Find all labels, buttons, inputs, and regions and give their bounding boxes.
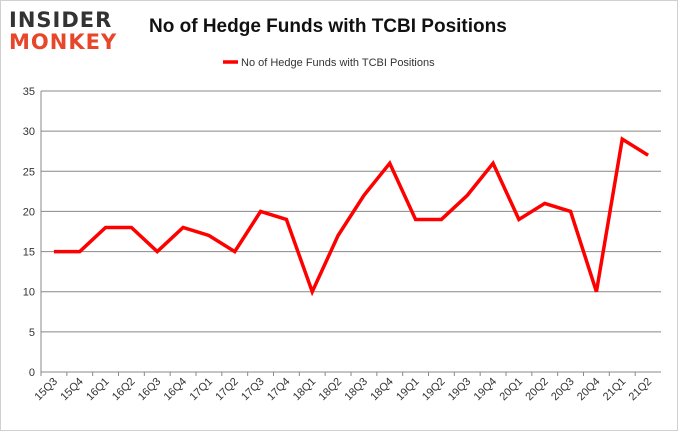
x-tick-label: 21Q1 [601, 376, 629, 404]
x-tick-label: 16Q1 [84, 376, 112, 404]
x-tick-label: 17Q4 [265, 376, 293, 404]
x-tick-label: 15Q4 [58, 376, 86, 404]
logo-line2: MONKEY [9, 30, 118, 54]
y-tick-label: 15 [23, 247, 35, 259]
x-tick-label: 16Q3 [136, 376, 164, 404]
series-line [53, 136, 650, 297]
x-tick-label: 20Q1 [498, 376, 526, 404]
insider-monkey-logo: INSIDER MONKEY [9, 9, 117, 53]
x-tick-label: 20Q3 [549, 376, 577, 404]
x-tick-label: 18Q1 [291, 376, 319, 404]
y-tick-label: 35 [23, 86, 35, 98]
x-tick-label: 16Q2 [110, 376, 138, 404]
y-tick-label: 5 [29, 327, 35, 339]
x-tick-label: 18Q2 [317, 376, 345, 404]
x-tick-label: 17Q2 [213, 376, 241, 404]
x-tick-label: 18Q3 [343, 376, 371, 404]
y-tick-label: 30 [23, 126, 35, 138]
legend-label: No of Hedge Funds with TCBI Positions [241, 57, 435, 69]
x-tick-label: 20Q4 [575, 376, 603, 404]
x-tick-label: 16Q4 [162, 376, 190, 404]
y-tick-label: 10 [23, 287, 35, 299]
x-tick-label: 19Q4 [472, 376, 500, 404]
x-tick-label: 15Q3 [33, 376, 61, 404]
y-tick-label: 25 [23, 166, 35, 178]
logo-line1: INSIDER [9, 8, 113, 32]
x-tick-label: 19Q3 [446, 376, 474, 404]
x-tick-label: 20Q2 [523, 376, 551, 404]
x-tick-label: 17Q1 [188, 376, 216, 404]
x-tick-label: 18Q4 [368, 376, 396, 404]
x-tick-label: 19Q2 [420, 376, 448, 404]
x-tick-label: 19Q1 [394, 376, 422, 404]
x-tick-label: 17Q3 [239, 376, 267, 404]
y-tick-label: 0 [29, 367, 35, 379]
y-tick-label: 20 [23, 206, 35, 218]
x-tick-label: 21Q2 [627, 376, 655, 404]
chart-title: No of Hedge Funds with TCBI Positions [149, 16, 507, 37]
